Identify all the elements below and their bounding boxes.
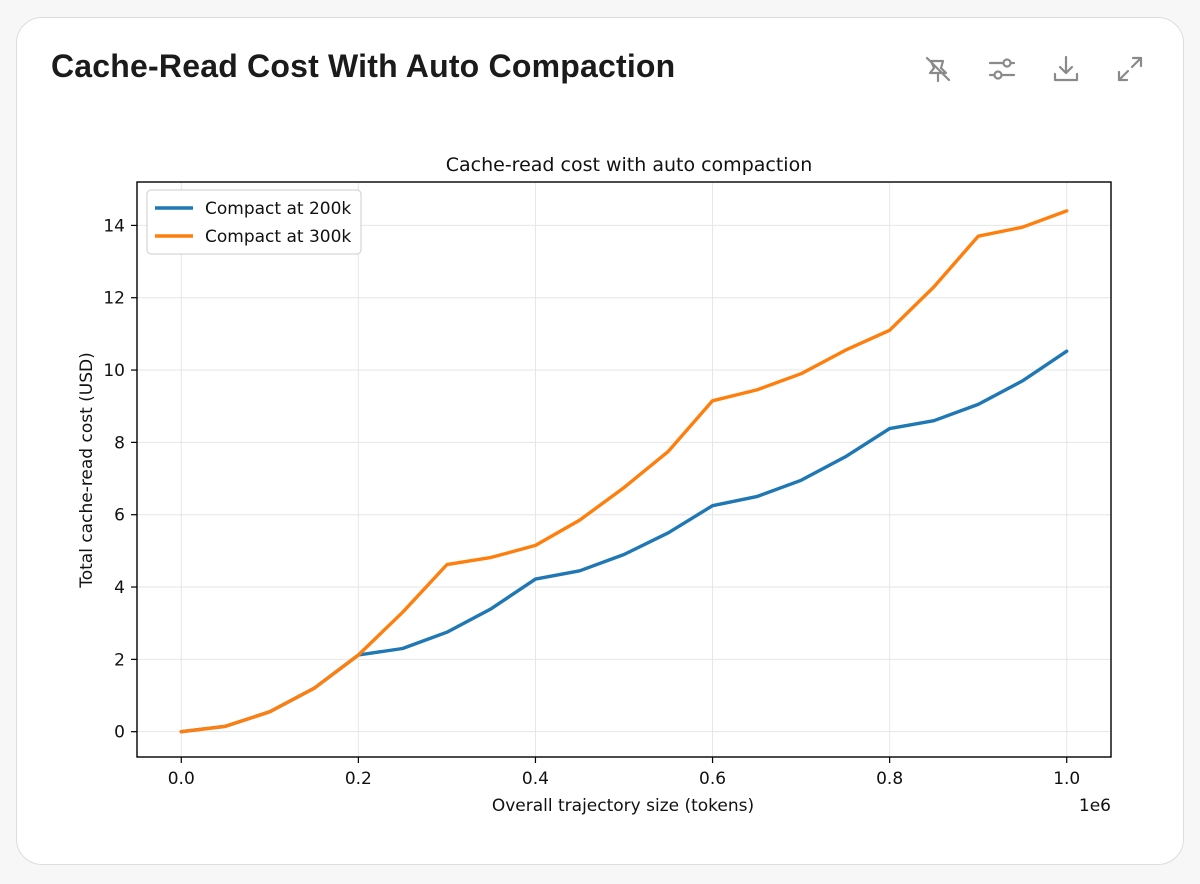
download-icon [1053,55,1079,82]
sliders-icon [988,58,1016,80]
y-tick-label: 6 [114,506,125,526]
ticks-layer: 0.0 0.2 0.4 0.6 0.8 1.0 0 2 4 6 8 10 12 14 [103,216,1080,789]
pin-off-button[interactable] [917,48,959,90]
legend: Compact at 200k Compact at 300k [146,189,362,255]
chart-card: Cache-Read Cost With Auto Compaction [16,17,1184,865]
chart-area: 0.0 0.2 0.4 0.6 0.8 1.0 0 2 4 6 8 10 12 14 Cache-read… [17,18,1185,866]
plot-frame [136,181,1112,758]
pin-off-icon [925,56,951,83]
line-chart: 0.0 0.2 0.4 0.6 0.8 1.0 0 2 4 6 8 10 12 14 Cache-read… [77,154,1112,816]
y-tick-label: 10 [103,361,125,381]
y-tick-label: 12 [103,289,125,309]
x-tick-label: 0.4 [522,769,549,789]
x-tick-label: 1.0 [1053,769,1080,789]
chart-toolbar [917,48,1151,90]
expand-icon [1117,56,1143,82]
x-tick-label: 0.0 [168,769,195,789]
series-line-1 [179,349,1069,734]
card-title: Cache-Read Cost With Auto Compaction [51,48,676,84]
legend-box [146,189,362,255]
series-line-2 [179,209,1069,734]
y-tick-label: 2 [114,650,125,670]
chart-title: Cache-read cost with auto compaction [446,154,813,176]
legend-label: Compact at 200k [205,199,351,219]
x-axis-offset-label: 1e6 [1079,796,1111,816]
y-tick-label: 8 [114,433,125,453]
y-tick-label: 14 [103,216,125,236]
y-axis-label: Total cache-read cost (USD) [77,352,97,589]
series-layer [179,209,1069,734]
x-axis-label: Overall trajectory size (tokens) [492,796,754,816]
x-tick-label: 0.8 [876,769,903,789]
expand-button[interactable] [1109,48,1151,90]
y-tick-label: 0 [114,723,125,743]
y-tick-label: 4 [114,578,125,598]
x-tick-label: 0.6 [699,769,726,789]
x-tick-label: 0.2 [345,769,372,789]
settings-sliders-button[interactable] [981,48,1023,90]
legend-label: Compact at 300k [205,227,351,247]
grid-layer [137,182,1111,757]
download-button[interactable] [1045,48,1087,90]
